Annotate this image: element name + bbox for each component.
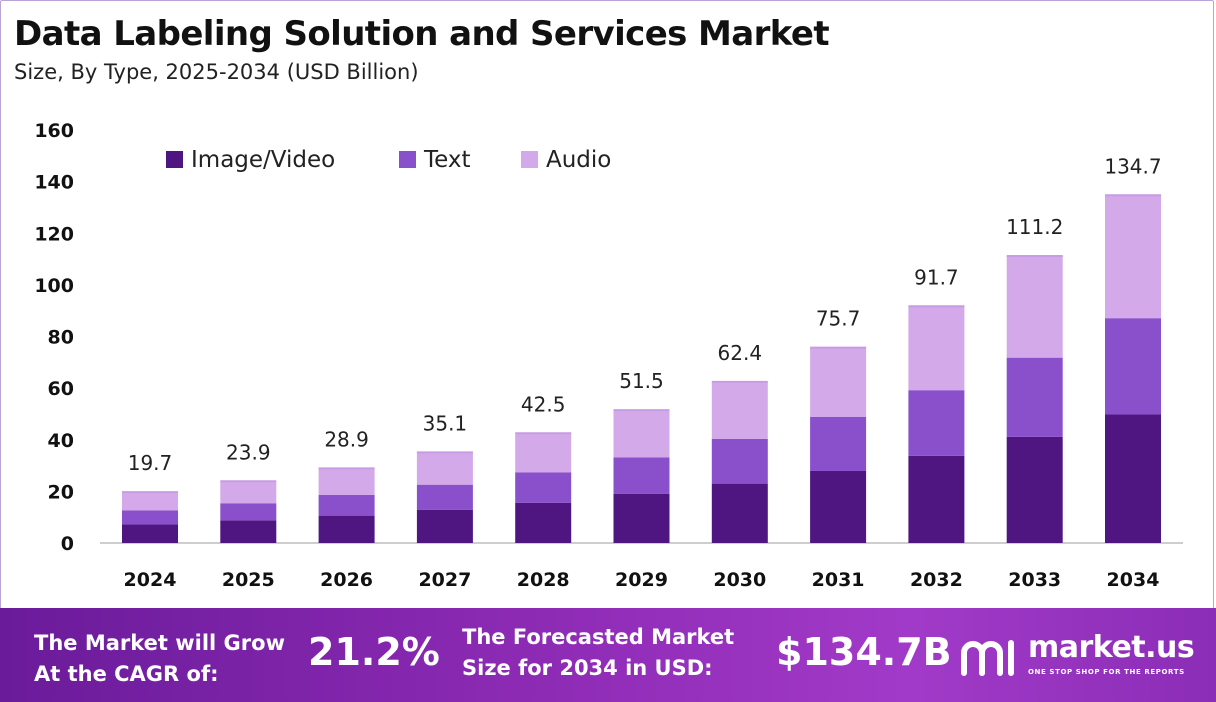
bar-segment-text bbox=[711, 438, 768, 484]
x-tick-label: 2031 bbox=[812, 569, 865, 591]
y-tick-label: 0 bbox=[61, 533, 74, 555]
bar-segment-audio bbox=[515, 433, 572, 473]
bar-segment-image-video bbox=[416, 509, 473, 543]
bar-segment-audio bbox=[416, 452, 473, 485]
legend-label: Audio bbox=[546, 147, 611, 173]
bar-segment-text bbox=[318, 494, 375, 516]
forecast-value: $134.7B bbox=[776, 630, 952, 674]
y-tick-label: 140 bbox=[34, 172, 74, 194]
bar-segment-text bbox=[1105, 318, 1161, 415]
y-tick-label: 120 bbox=[34, 223, 74, 245]
y-tick-label: 160 bbox=[34, 120, 74, 142]
x-tick-label: 2025 bbox=[222, 569, 275, 591]
y-tick-label: 80 bbox=[48, 327, 74, 349]
forecast-label-line1: The Forecasted Market bbox=[462, 625, 735, 649]
y-tick-label: 40 bbox=[48, 430, 74, 452]
brand-tagline: ONE STOP SHOP FOR THE REPORTS bbox=[1028, 668, 1185, 676]
y-tick-label: 100 bbox=[34, 275, 74, 297]
legend-label: Image/Video bbox=[191, 147, 335, 173]
bar-segment-text bbox=[515, 472, 572, 503]
bar-segment-audio bbox=[711, 381, 768, 439]
market-us-logo-icon bbox=[961, 640, 1014, 676]
legend-swatch bbox=[166, 151, 183, 168]
bar-segment-text bbox=[613, 457, 670, 494]
cagr-value: 21.2% bbox=[308, 630, 440, 674]
bar-segment-text bbox=[908, 390, 965, 456]
x-tick-label: 2033 bbox=[1008, 569, 1061, 591]
bar-segment-image-video bbox=[908, 455, 965, 543]
bar-total-label: 23.9 bbox=[226, 440, 271, 464]
bar-segment-image-video bbox=[1105, 414, 1161, 543]
chart-subtitle: Size, By Type, 2025-2034 (USD Billion) bbox=[14, 60, 419, 84]
bar-segment-audio bbox=[1105, 195, 1161, 319]
x-tick-label: 2029 bbox=[615, 569, 668, 591]
bar-total-label: 75.7 bbox=[816, 307, 861, 331]
brand-name: market.us bbox=[1028, 630, 1195, 665]
bar-segment-audio bbox=[810, 347, 867, 417]
bar-segment-text bbox=[810, 416, 867, 471]
bar-segment-audio bbox=[220, 481, 277, 504]
forecast-label-line2: Size for 2034 in USD: bbox=[462, 656, 713, 680]
cagr-label-line1: The Market will Grow bbox=[34, 631, 285, 655]
bar-segment-audio bbox=[1006, 255, 1063, 358]
bar-total-label: 62.4 bbox=[718, 341, 763, 365]
stacked-bar-chart: 0 20 40 60 80 100 120 140 160 19.7 2024 23.9 2025 28.… bbox=[34, 120, 1183, 591]
bar-total-label: 134.7 bbox=[1104, 154, 1161, 178]
x-tick-label: 2028 bbox=[517, 569, 570, 591]
bar-segment-image-video bbox=[515, 502, 572, 543]
legend-swatch bbox=[521, 151, 538, 168]
bar-segment-image-video bbox=[318, 515, 375, 543]
x-tick-label: 2032 bbox=[910, 569, 963, 591]
bar-segment-image-video bbox=[613, 493, 670, 543]
bar-segment-text bbox=[416, 484, 473, 510]
bar-segment-audio bbox=[318, 468, 375, 495]
y-tick-label: 20 bbox=[48, 481, 74, 503]
bar-total-label: 19.7 bbox=[128, 451, 173, 475]
x-tick-label: 2026 bbox=[320, 569, 373, 591]
bar-segment-text bbox=[122, 510, 178, 525]
bar-segment-image-video bbox=[1006, 436, 1063, 543]
bar-segment-audio bbox=[908, 306, 965, 391]
bar-segment-audio bbox=[122, 492, 178, 511]
bar-total-label: 51.5 bbox=[619, 369, 664, 393]
bar-segment-image-video bbox=[810, 470, 867, 543]
bar-total-label: 35.1 bbox=[423, 411, 468, 435]
bar-total-label: 28.9 bbox=[324, 427, 369, 451]
chart-title: Data Labeling Solution and Services Mark… bbox=[14, 14, 830, 54]
cagr-label-line2: At the CAGR of: bbox=[34, 662, 219, 686]
y-tick-label: 60 bbox=[48, 378, 74, 400]
legend-label: Text bbox=[423, 147, 471, 173]
bar-segment-image-video bbox=[122, 524, 178, 543]
bar-total-label: 42.5 bbox=[521, 392, 566, 416]
bar-segment-audio bbox=[613, 410, 670, 458]
bar-segment-image-video bbox=[711, 483, 768, 543]
bar-total-label: 91.7 bbox=[914, 265, 959, 289]
bar-segment-text bbox=[1006, 357, 1063, 437]
bar-segment-image-video bbox=[220, 520, 277, 543]
bar-segment-text bbox=[220, 503, 277, 521]
footer-banner: The Market will Grow At the CAGR of: 21.… bbox=[0, 608, 1216, 702]
x-tick-label: 2034 bbox=[1107, 569, 1160, 591]
x-tick-label: 2024 bbox=[124, 569, 177, 591]
legend-swatch bbox=[399, 151, 416, 168]
x-tick-label: 2030 bbox=[713, 569, 766, 591]
x-tick-label: 2027 bbox=[418, 569, 471, 591]
bar-total-label: 111.2 bbox=[1006, 215, 1063, 239]
